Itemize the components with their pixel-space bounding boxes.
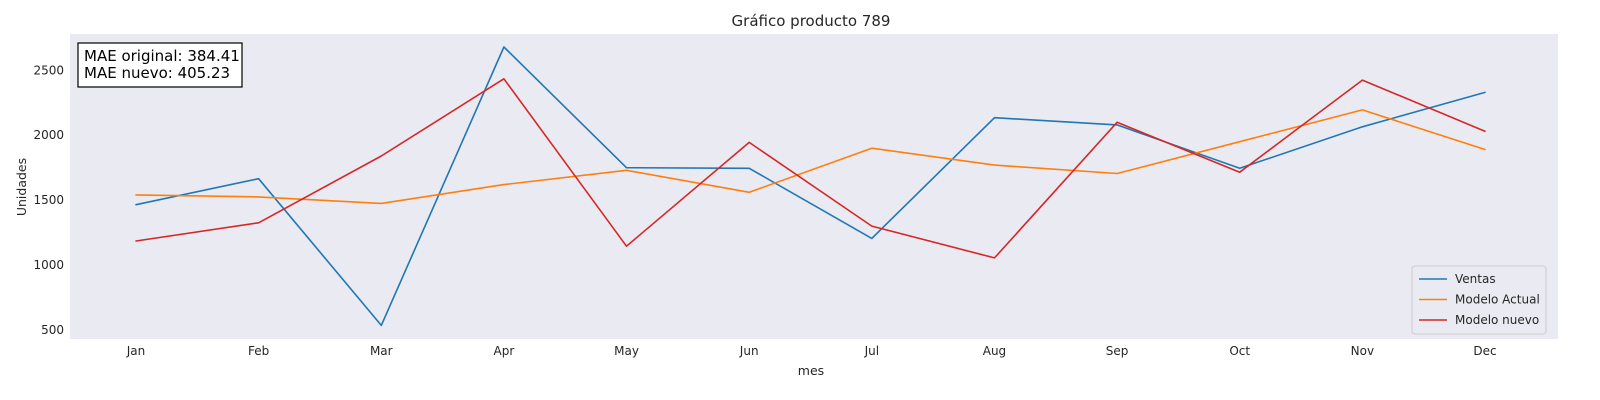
- x-tick-label: Oct: [1229, 344, 1250, 358]
- annotation-mae-nuevo: MAE nuevo: 405.23: [84, 64, 230, 82]
- x-tick-label: Jul: [864, 344, 879, 358]
- mae-annotation: MAE original: 384.41 MAE nuevo: 405.23: [77, 42, 243, 88]
- series-line-3: [135, 78, 1486, 259]
- y-tick-label: 500: [41, 323, 64, 337]
- x-tick-label: Nov: [1351, 344, 1374, 358]
- annotation-box: [77, 42, 243, 88]
- y-axis-label: Unidades: [14, 158, 29, 216]
- x-tick-label: Dec: [1473, 344, 1496, 358]
- series-line-1: [135, 46, 1486, 327]
- y-tick-label: 1500: [33, 193, 64, 207]
- tick-labels: Jan Feb Mar Apr May Jun Jul Aug Sep Oct Nov Dec 500 1…: [33, 63, 1496, 358]
- legend-box: [1411, 265, 1547, 335]
- y-tick-label: 2500: [33, 63, 64, 77]
- series-lines: [135, 46, 1486, 327]
- x-tick-label: Jun: [739, 344, 759, 358]
- x-tick-label: Sep: [1106, 344, 1129, 358]
- x-tick-label: Aug: [983, 344, 1006, 358]
- legend-label: Modelo nuevo: [1455, 313, 1539, 327]
- x-tick-label: Jan: [126, 344, 146, 358]
- y-tick-label: 2000: [33, 128, 64, 142]
- x-tick-label: Apr: [494, 344, 515, 358]
- y-tick-label: 1000: [33, 258, 64, 272]
- legend-label: Modelo Actual: [1455, 293, 1540, 307]
- chart-title: Gráfico producto 789: [732, 12, 891, 30]
- x-tick-label: May: [614, 344, 639, 358]
- x-axis-label: mes: [798, 363, 824, 378]
- annotation-mae-original: MAE original: 384.41: [84, 47, 240, 65]
- x-tick-label: Feb: [248, 344, 269, 358]
- x-tick-label: Mar: [370, 344, 393, 358]
- legend-items: Ventas Modelo Actual Modelo nuevo: [1419, 272, 1540, 327]
- legend-label: Ventas: [1455, 272, 1496, 286]
- series-line-2: [135, 109, 1486, 205]
- legend: Ventas Modelo Actual Modelo nuevo: [1411, 265, 1547, 335]
